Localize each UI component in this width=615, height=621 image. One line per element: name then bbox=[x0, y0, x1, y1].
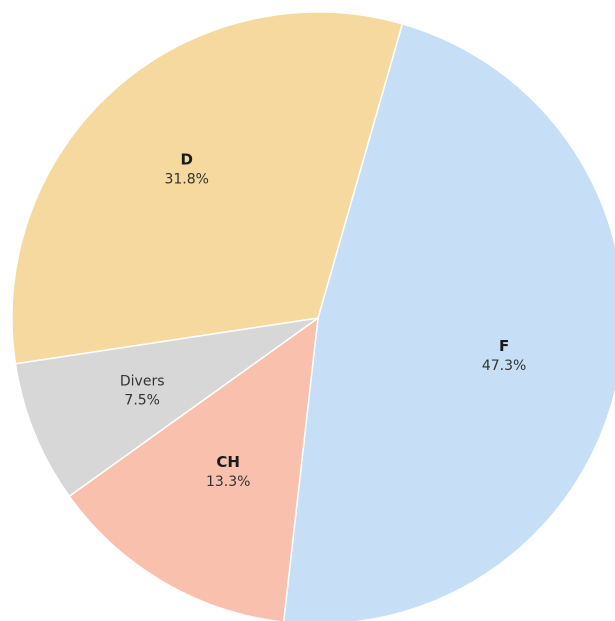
pie-slice-divers bbox=[14, 317, 319, 498]
slice-label-divers: Divers bbox=[120, 373, 165, 389]
slice-value-ch: 13.3% bbox=[206, 474, 250, 490]
pie-labels: F 47.3% CH 13.3% Divers 7.5% D 31.8% bbox=[120, 151, 526, 491]
slice-value-d: 31.8% bbox=[164, 172, 208, 188]
slice-label-ch: CH bbox=[216, 453, 240, 471]
slice-value-f: 47.3% bbox=[482, 358, 526, 374]
pie-slice-d bbox=[11, 11, 404, 365]
pie-slice-f bbox=[282, 22, 615, 621]
slice-label-f: F bbox=[499, 337, 509, 355]
slice-label-d: D bbox=[180, 151, 192, 169]
slice-value-divers: 7.5% bbox=[124, 392, 160, 408]
pie-slices bbox=[11, 11, 615, 621]
pie-slice-ch bbox=[68, 316, 319, 621]
